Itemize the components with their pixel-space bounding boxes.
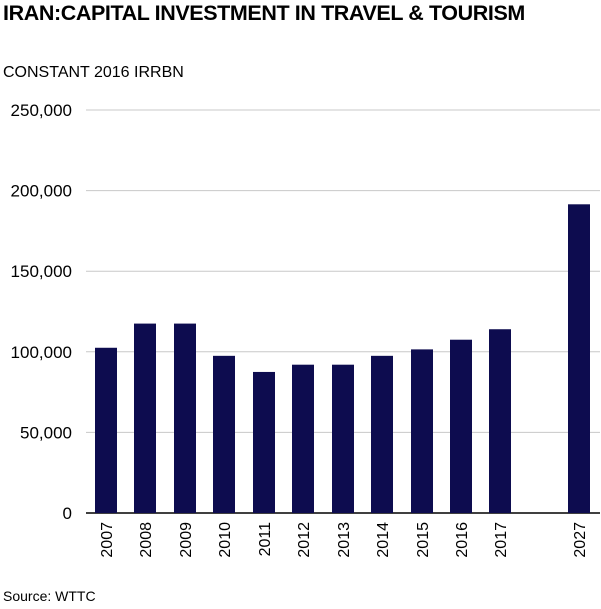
bar-2014 [371, 355, 393, 513]
bar-2009 [174, 323, 196, 513]
bar-2011 [253, 371, 275, 513]
x-axis-ticks: 2007 2008 2009 2010 2011 2012 2013 2014 2015 2016… [99, 522, 589, 558]
y-tick-label: 150,000 [11, 262, 72, 281]
x-tick-label: 2015 [415, 522, 432, 558]
chart-title: IRAN:CAPITAL INVESTMENT IN TRAVEL & TOUR… [3, 1, 525, 25]
y-tick-label: 100,000 [11, 343, 72, 362]
y-tick-label: 50,000 [20, 423, 72, 442]
bar-2016 [450, 339, 472, 513]
y-tick-label: 200,000 [11, 182, 72, 201]
y-tick-label: 0 [63, 504, 72, 523]
x-tick-label: 2007 [99, 522, 116, 558]
x-tick-label: 2017 [493, 522, 510, 558]
bar-2010 [213, 355, 235, 513]
bars [95, 204, 590, 513]
x-tick-label: 2016 [454, 522, 471, 558]
x-tick-label: 2013 [336, 522, 353, 558]
x-tick-label: 2011 [257, 522, 274, 557]
x-tick-label: 2010 [217, 522, 234, 558]
bar-2027 [568, 204, 590, 513]
x-tick-label: 2008 [138, 522, 155, 558]
bar-2012 [292, 364, 314, 513]
x-tick-label: 2009 [178, 522, 195, 558]
x-tick-label: 2027 [572, 522, 589, 558]
bar-2008 [134, 323, 156, 513]
y-axis-ticks: 0 50,000 100,000 150,000 200,000 250,000 [11, 101, 72, 523]
bar-2007 [95, 347, 117, 513]
chart-subtitle: CONSTANT 2016 IRRBN [3, 64, 184, 81]
y-tick-label: 250,000 [11, 101, 72, 120]
source-note: Source: WTTC [3, 588, 96, 604]
x-tick-label: 2014 [375, 522, 392, 558]
bar-2015 [411, 349, 433, 513]
bar-2017 [489, 329, 511, 513]
x-tick-label: 2012 [296, 522, 313, 558]
bar-2013 [332, 364, 354, 513]
